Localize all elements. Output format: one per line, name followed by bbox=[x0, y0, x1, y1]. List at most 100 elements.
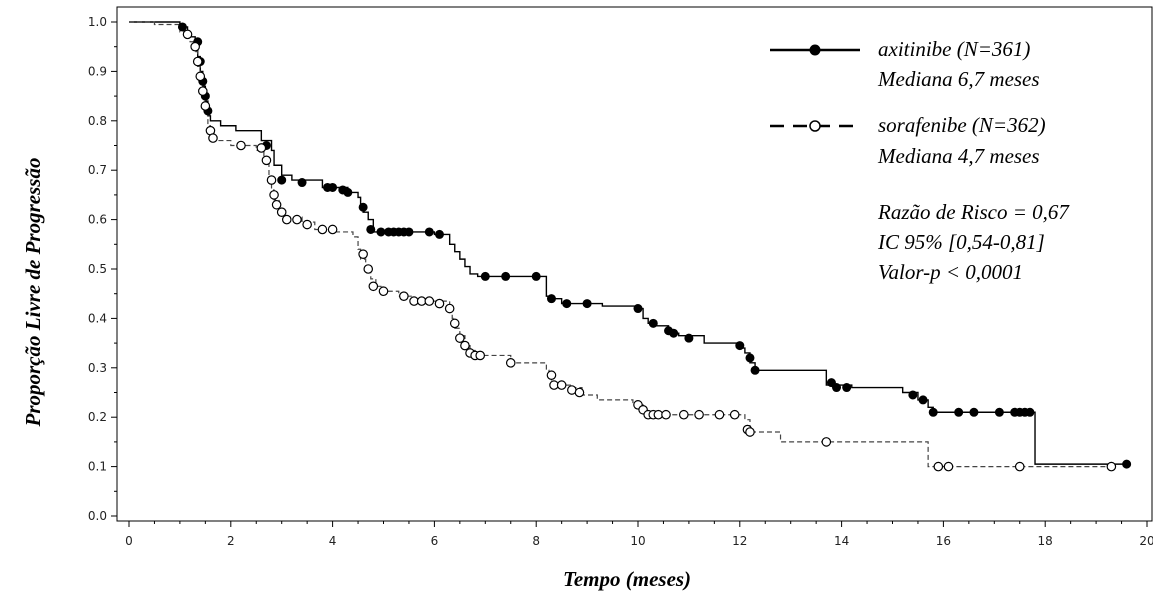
sorafenibe-censor-marker bbox=[729, 409, 740, 420]
axitinibe-censor-marker bbox=[424, 227, 434, 237]
x-tick-label: 0 bbox=[125, 534, 133, 548]
axitinibe-censor-marker bbox=[376, 227, 386, 237]
y-tick-label: 0.3 bbox=[88, 361, 107, 375]
sorafenibe-censor-marker bbox=[317, 224, 328, 235]
axitinibe-censor-marker bbox=[684, 333, 694, 343]
axitinibe-censor-marker bbox=[546, 294, 556, 304]
axitinibe-censor-marker bbox=[277, 175, 287, 185]
axitinibe-censor-marker bbox=[343, 187, 353, 197]
axitinibe-censor-marker bbox=[404, 227, 414, 237]
axitinibe-censor-marker bbox=[633, 304, 643, 314]
sorafenibe-censor-marker bbox=[943, 461, 954, 472]
legend-axitinibe-label: axitinibe (N=361) bbox=[878, 37, 1030, 61]
y-tick-label: 0.1 bbox=[88, 460, 107, 474]
axitinibe-censor-marker bbox=[994, 407, 1004, 417]
sorafenibe-censor-marker bbox=[434, 298, 445, 309]
axitinibe-censor-marker bbox=[562, 299, 572, 309]
axitinibe-censor-marker bbox=[1122, 459, 1132, 469]
axitinibe-censor-marker bbox=[358, 202, 368, 212]
sorafenibe-censor-marker bbox=[455, 333, 465, 343]
sorafenibe-censor-marker bbox=[182, 29, 193, 40]
y-tick-label: 0.2 bbox=[88, 410, 107, 424]
sorafenibe-censor-marker bbox=[271, 199, 282, 210]
plot-frame bbox=[116, 6, 1153, 522]
axitinibe-censor-marker bbox=[648, 318, 658, 328]
y-tick-label: 0.8 bbox=[88, 114, 107, 128]
x-tick-label: 16 bbox=[936, 534, 951, 548]
sorafenibe-censor-marker bbox=[190, 41, 200, 52]
hazard-ratio-annotation: Razão de Risco = 0,67 bbox=[877, 200, 1070, 224]
axis-ticks: 0 2 4 6 8 10 12 14 16 18 20 0.0 0.1 0.2 0.3 0.4 0.5 0.6 0.… bbox=[88, 15, 1153, 548]
sorafenibe-censor-marker bbox=[449, 318, 460, 329]
axitinibe-censor-marker bbox=[832, 383, 842, 393]
sorafenibe-censor-marker bbox=[198, 86, 208, 96]
y-tick-label: 1.0 bbox=[88, 15, 107, 29]
axitinibe-censor-marker bbox=[969, 407, 979, 417]
y-tick-label: 0.5 bbox=[88, 262, 107, 276]
x-axis-title: Tempo (meses) bbox=[563, 567, 691, 591]
series-layer bbox=[129, 21, 1132, 472]
x-tick-label: 18 bbox=[1038, 534, 1053, 548]
sorafenibe-censor-marker bbox=[363, 264, 374, 274]
sorafenibe-censor-marker bbox=[714, 409, 725, 420]
sorafenibe-censor-marker bbox=[460, 340, 470, 351]
sorafenibe-censor-marker bbox=[292, 214, 302, 225]
x-tick-label: 6 bbox=[431, 534, 439, 548]
sorafenibe-censor-marker bbox=[556, 380, 567, 390]
axitinibe-censor-marker bbox=[928, 407, 938, 417]
sorafenibe-censor-marker bbox=[933, 461, 944, 472]
sorafenibe-censor-marker bbox=[378, 286, 389, 297]
y-tick-label: 0.4 bbox=[88, 311, 107, 325]
x-tick-label: 14 bbox=[834, 534, 849, 548]
legend-axitinibe-marker bbox=[809, 44, 821, 56]
sorafenibe-censor-marker bbox=[358, 249, 368, 259]
y-tick-label: 0.9 bbox=[88, 64, 107, 78]
axitinibe-censor-marker bbox=[582, 299, 592, 309]
sorafenibe-censor-marker bbox=[256, 143, 267, 153]
axitinibe-censor-marker bbox=[918, 395, 928, 405]
legend-sorafenibe-median: Mediana 4,7 meses bbox=[877, 144, 1040, 168]
sorafenibe-censor-marker bbox=[424, 296, 435, 306]
x-tick-label: 20 bbox=[1139, 534, 1153, 548]
sorafenibe-censor-marker bbox=[281, 214, 292, 225]
legend-sorafenibe-marker bbox=[809, 120, 821, 132]
sorafenibe-censor-marker bbox=[327, 224, 338, 235]
sorafenibe-censor-marker bbox=[821, 437, 832, 447]
sorafenibe-censor-marker bbox=[694, 409, 704, 420]
axitinibe-censor-marker bbox=[735, 341, 745, 351]
y-tick-label: 0.0 bbox=[88, 509, 107, 523]
axitinibe-censor-marker bbox=[501, 271, 511, 281]
sorafenibe-censor-marker bbox=[368, 281, 379, 292]
y-tick-label: 0.7 bbox=[88, 163, 107, 177]
sorafenibe-censor-marker bbox=[200, 101, 211, 111]
sorafenibe-censor-marker bbox=[236, 140, 246, 151]
sorafenibe-censor-marker bbox=[192, 56, 203, 67]
sorafenibe-censor-marker bbox=[745, 427, 755, 437]
sorafenibe-censor-marker bbox=[546, 370, 557, 381]
sorafenibe-censor-marker bbox=[195, 71, 206, 82]
sorafenibe-censor-marker bbox=[505, 358, 516, 368]
sorafenibe-censor-marker bbox=[574, 387, 585, 398]
x-tick-label: 2 bbox=[227, 534, 235, 548]
p-value-annotation: Valor-p < 0,0001 bbox=[878, 260, 1023, 284]
axitinibe-censor-marker bbox=[328, 182, 338, 192]
axitinibe-censor-marker bbox=[745, 353, 755, 363]
axitinibe-censor-marker bbox=[434, 229, 444, 239]
sorafenibe-censor-marker bbox=[1106, 461, 1117, 472]
axitinibe-censor-marker bbox=[908, 390, 918, 400]
x-tick-label: 4 bbox=[329, 534, 337, 548]
axitinibe-censor-marker bbox=[842, 383, 852, 393]
sorafenibe-censor-marker bbox=[661, 409, 671, 420]
sorafenibe-censor-marker bbox=[269, 190, 279, 200]
axitinibe-censor-marker bbox=[669, 328, 679, 338]
axitinibe-censor-marker bbox=[366, 224, 376, 234]
legend-axitinibe-median: Mediana 6,7 meses bbox=[877, 67, 1040, 91]
axitinibe-censor-marker bbox=[1025, 407, 1035, 417]
sorafenibe-censor-marker bbox=[266, 175, 277, 185]
axitinibe-censor-marker bbox=[750, 365, 760, 375]
sorafenibe-censor-marker bbox=[276, 207, 287, 217]
sorafenibe-censor-marker bbox=[679, 409, 689, 420]
sorafenibe-censor-marker bbox=[302, 219, 312, 230]
sorafenibe-censor-marker bbox=[399, 291, 409, 301]
sorafenibe-censor-marker bbox=[475, 350, 486, 361]
